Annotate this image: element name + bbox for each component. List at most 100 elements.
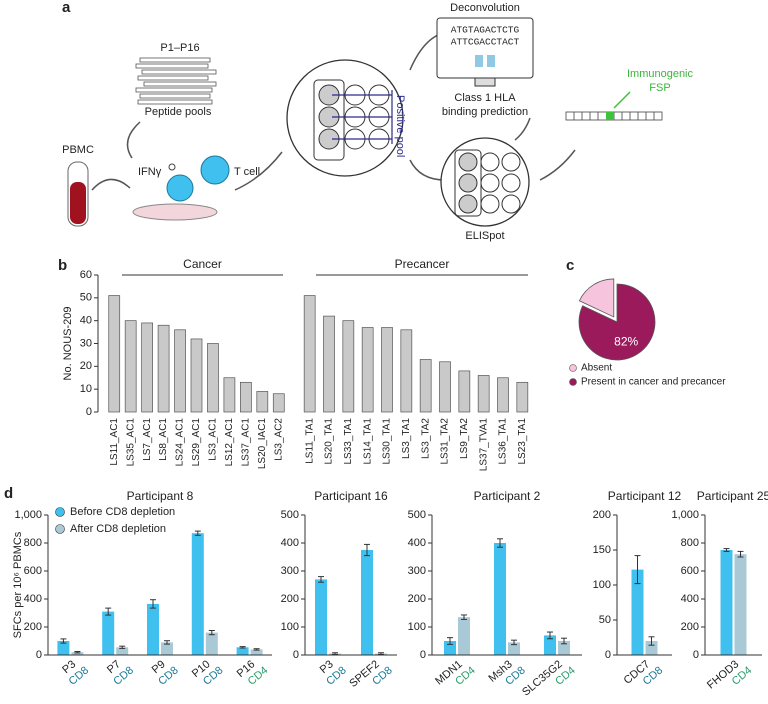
y-axis-label: SFCs per 10⁶ PBMCs <box>12 531 24 638</box>
bar <box>734 554 747 655</box>
y-tick-label: 600 <box>681 565 699 577</box>
y-tick-label: 0 <box>293 649 299 661</box>
bar <box>191 533 204 655</box>
stand <box>474 77 496 87</box>
bar <box>223 377 236 413</box>
wells <box>454 149 521 217</box>
x-tick-label: LS12_AC1 <box>224 418 235 467</box>
y-tick-label: 0 <box>693 649 699 661</box>
bar <box>381 327 393 413</box>
legend-label: Before CD8 depletion <box>70 506 175 518</box>
legend-swatch <box>569 378 577 386</box>
bar <box>439 361 451 413</box>
bar <box>236 647 249 655</box>
x-tick-label: LS24_AC1 <box>175 418 186 467</box>
y-tick-label: 200 <box>281 593 299 605</box>
x-tick-label: LS7_AC1 <box>142 418 153 461</box>
y-tick-label: 400 <box>681 593 699 605</box>
bar <box>315 579 327 655</box>
label: Class 1 HLA <box>454 92 516 104</box>
panel-label: a <box>62 0 71 16</box>
bar <box>544 635 556 655</box>
legend-label: Absent <box>581 363 612 374</box>
arrow <box>126 121 141 159</box>
x-tick-label: LS20_IAC1 <box>257 418 268 470</box>
y-tick-label: 60 <box>80 269 92 281</box>
label: Deconvolution <box>450 2 520 14</box>
y-tick-label: 500 <box>408 509 426 521</box>
label: Positive pool <box>394 95 406 157</box>
bar <box>477 375 490 413</box>
x-tick-label: LS20_TA1 <box>324 418 335 465</box>
chart-title: Participant 8 <box>127 489 194 503</box>
y-tick-label: 0 <box>420 649 426 661</box>
pointer-lines <box>332 90 393 144</box>
peptide-stack <box>135 57 217 105</box>
legend-swatch <box>55 524 65 534</box>
cell <box>200 155 230 185</box>
bar <box>250 649 263 655</box>
bar <box>147 603 159 655</box>
y-tick-label: 800 <box>681 537 699 549</box>
legend-label: Present in cancer and precancer <box>581 377 726 388</box>
y-tick-label: 30 <box>80 337 92 349</box>
legend-swatch <box>569 364 577 372</box>
arrow <box>613 91 631 109</box>
bar <box>720 550 733 655</box>
bar <box>323 315 335 413</box>
y-tick-label: 200 <box>24 621 42 633</box>
y-tick-label: 50 <box>599 614 611 626</box>
sequence: ATTCGACCTACT <box>451 37 520 48</box>
bar <box>207 343 219 413</box>
y-tick-label: 1,000 <box>14 509 42 521</box>
bar <box>190 338 203 413</box>
x-tick-label: LS3_TA1 <box>401 418 412 459</box>
dish <box>132 203 218 221</box>
x-tick-label: LS29_AC1 <box>191 418 202 467</box>
y-tick-label: 300 <box>281 565 299 577</box>
chart-title: Participant 2 <box>474 489 541 503</box>
pie-slice <box>578 283 656 361</box>
bar <box>205 632 218 655</box>
bar <box>174 329 186 413</box>
label: PBMC <box>62 144 94 156</box>
y-tick-label: 20 <box>80 360 92 372</box>
bar <box>116 647 129 655</box>
arrow <box>514 117 531 141</box>
y-tick-label: 200 <box>593 509 611 521</box>
x-tick-label: LS37_AC1 <box>241 418 252 467</box>
y-axis-label: No. NOUS-209 <box>62 307 74 381</box>
bar <box>458 370 471 413</box>
pie-slice <box>578 278 615 318</box>
fsp <box>606 112 614 120</box>
hla <box>475 55 483 67</box>
chart-title: Participant 12 <box>608 489 682 503</box>
blood <box>70 182 86 224</box>
y-tick-label: 40 <box>80 315 92 327</box>
cell <box>166 174 194 202</box>
y-tick-label: 400 <box>24 593 42 605</box>
x-tick-label: LS37_TVA1 <box>478 418 489 472</box>
panel-label: c <box>566 257 574 274</box>
bar <box>157 324 170 413</box>
y-tick-label: 200 <box>408 593 426 605</box>
bar <box>400 329 413 413</box>
x-tick-label: LS33_TA1 <box>343 418 354 465</box>
y-tick-label: 300 <box>408 565 426 577</box>
bar <box>161 642 173 655</box>
bar <box>71 652 84 655</box>
bar <box>272 393 285 413</box>
label: IFNγ <box>138 166 162 178</box>
bar <box>303 295 316 413</box>
x-tick-label: LS8_AC1 <box>158 418 169 461</box>
group-label: Cancer <box>183 257 222 271</box>
arrow <box>234 151 283 191</box>
y-tick-label: 500 <box>281 509 299 521</box>
y-tick-label: 0 <box>605 649 611 661</box>
arrow <box>409 159 446 181</box>
diagram: P1–P16 Peptide pools PBMC IFNγ T cell <box>62 2 693 242</box>
bar <box>361 327 374 413</box>
hla <box>487 55 495 67</box>
x-tick-label: LS3_AC1 <box>208 418 219 461</box>
sequence: ATGTAGACTCTG <box>451 25 520 36</box>
